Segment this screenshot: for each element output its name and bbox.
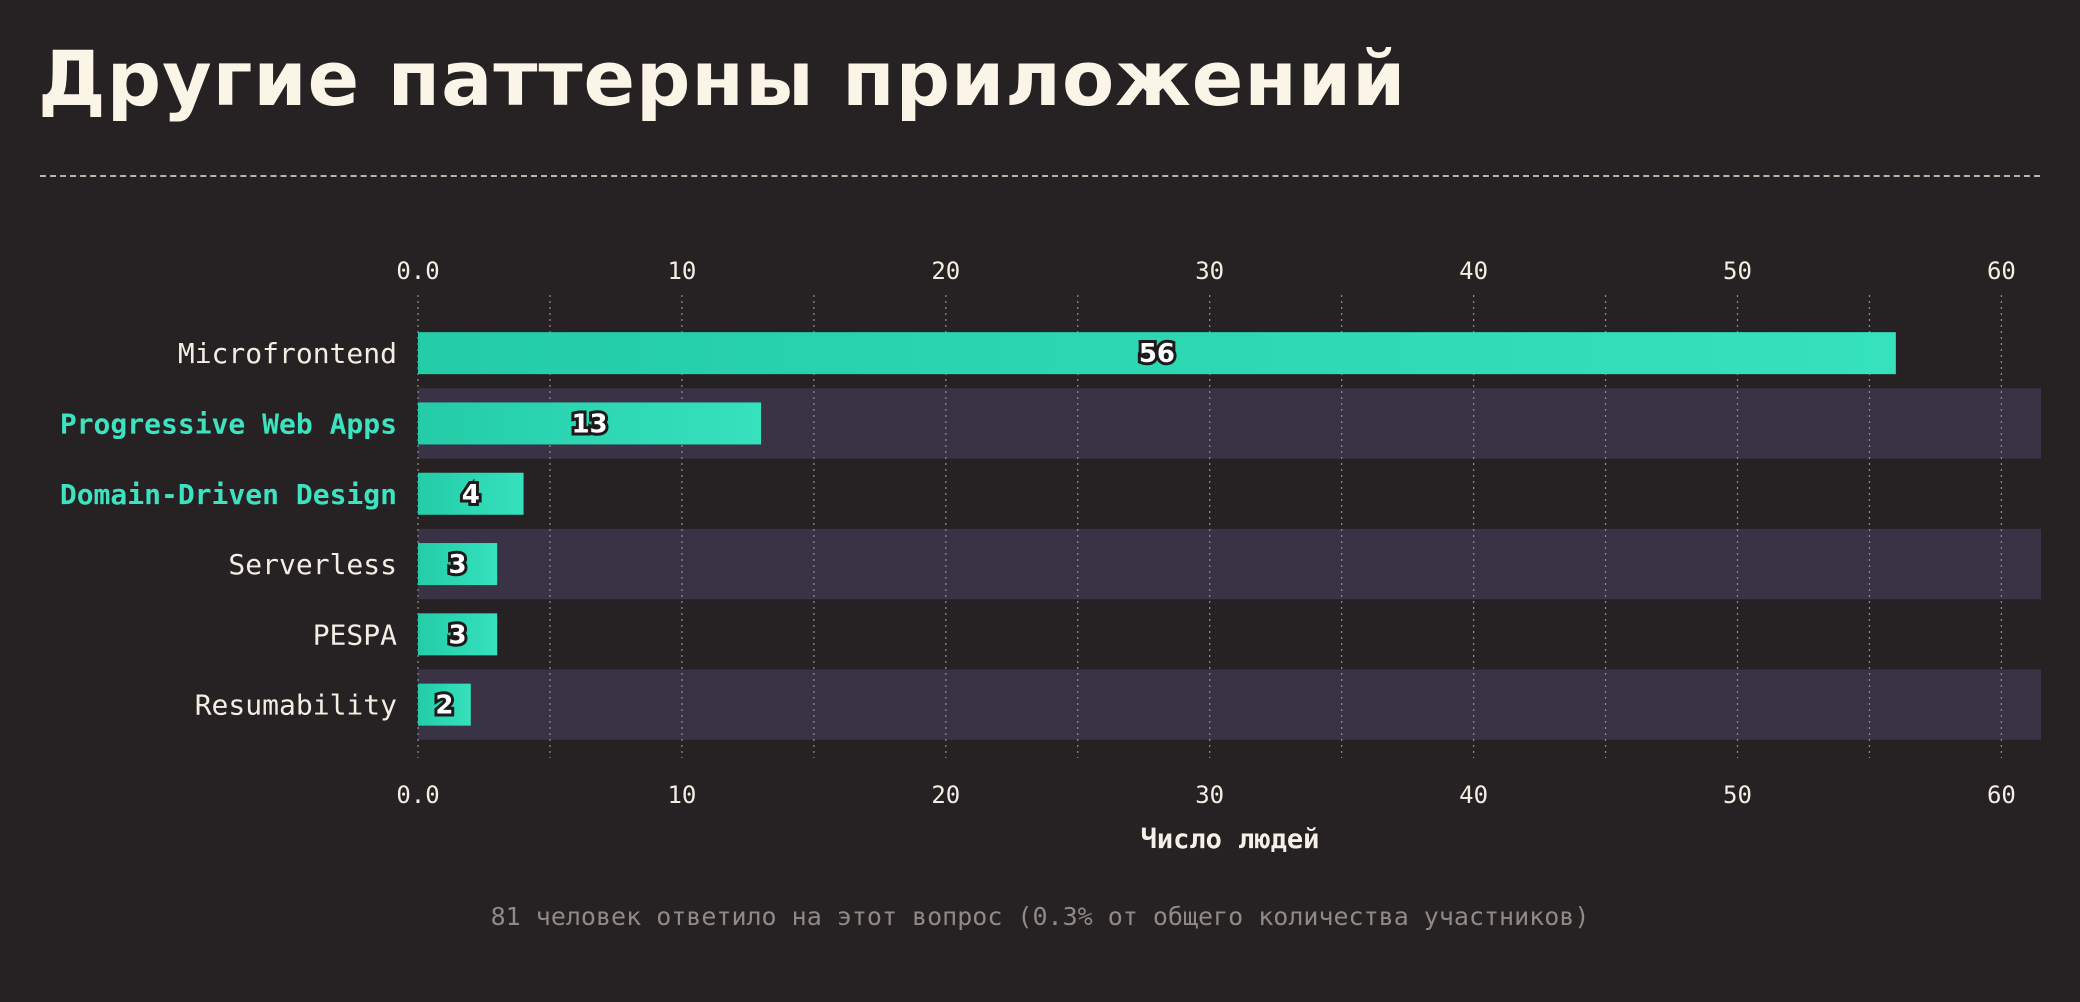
page-title: Другие паттерны приложений (38, 34, 1407, 123)
bottom-axis-ticks: 0.0 10 20 30 40 50 60 (396, 781, 2016, 809)
bar-value-label: 3 (449, 620, 467, 650)
bar-value-label: 13 (571, 409, 607, 439)
top-axis-ticks: 0.0 10 20 30 40 50 60 (396, 257, 2016, 285)
x-tick-label-top: 60 (1987, 257, 2016, 285)
x-tick-label-top: 0.0 (396, 257, 439, 285)
bar (418, 613, 498, 656)
category-label: Microfrontend (178, 337, 397, 370)
x-tick-label-bottom: 0.0 (396, 781, 439, 809)
bar-value-label: 2 (435, 691, 453, 721)
category-label: PESPA (313, 618, 397, 651)
row-stripes (418, 388, 2041, 740)
category-label: Progressive Web Apps (60, 407, 397, 440)
bars (418, 332, 1896, 726)
bar (418, 332, 1896, 375)
x-tick-label-top: 50 (1723, 257, 1752, 285)
x-axis-title: Число людей (1141, 824, 1320, 855)
bar-value-label: 4 (462, 480, 480, 510)
x-tick-label-bottom: 40 (1459, 781, 1488, 809)
footnote: 81 человек ответило на этот вопрос (0.3%… (490, 902, 1590, 931)
grid-lines (417, 295, 2003, 758)
category-label: Domain-Driven Design (60, 478, 397, 511)
bar (418, 683, 471, 726)
category-label: Resumability (195, 689, 397, 722)
value-labels: 56 13 4 3 3 2 (432, 336, 1178, 724)
bar-value-label: 56 (1139, 339, 1175, 369)
x-tick-label-top: 10 (667, 257, 696, 285)
x-tick-label-bottom: 30 (1195, 781, 1224, 809)
row-stripe (418, 669, 2041, 740)
x-tick-label-bottom: 10 (667, 781, 696, 809)
x-tick-label-bottom: 60 (1987, 781, 2016, 809)
bar (418, 402, 762, 445)
x-tick-label-top: 30 (1195, 257, 1224, 285)
title-divider (40, 175, 2040, 177)
bar (418, 472, 524, 515)
bar-value-label: 3 (449, 550, 467, 580)
x-tick-label-top: 20 (931, 257, 960, 285)
category-labels: Microfrontend Progressive Web Apps Domain-… (60, 337, 397, 722)
bar (418, 543, 498, 586)
x-tick-label-bottom: 50 (1723, 781, 1752, 809)
x-tick-label-bottom: 20 (931, 781, 960, 809)
category-label: Serverless (228, 548, 397, 581)
x-tick-label-top: 40 (1459, 257, 1488, 285)
row-stripe (418, 528, 2041, 600)
